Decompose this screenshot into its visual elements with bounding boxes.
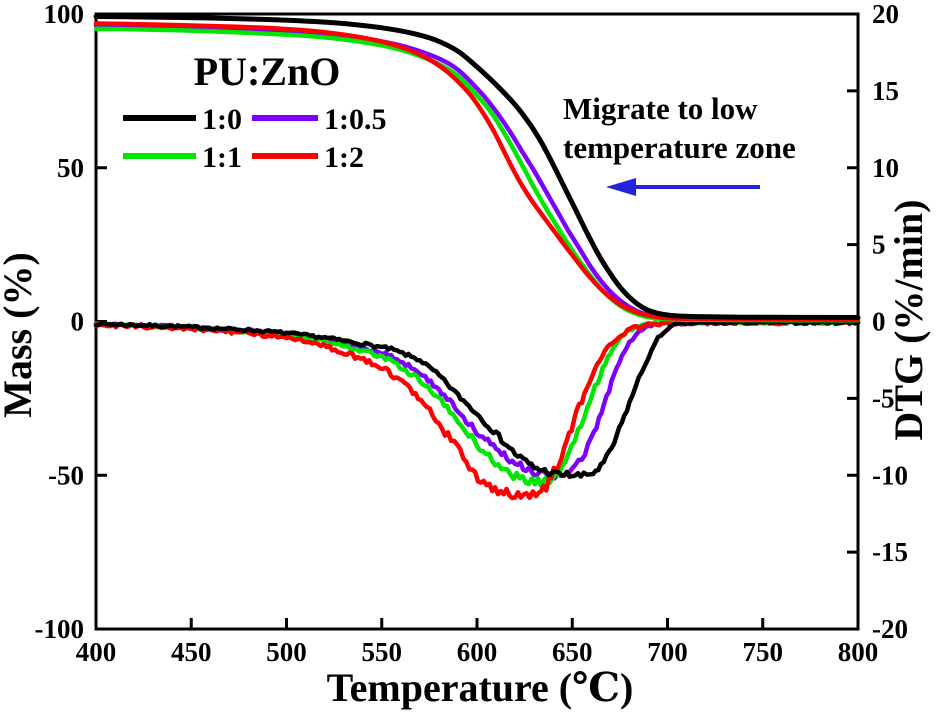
y-left-tick-label: 0 — [71, 307, 85, 337]
x-tick-label: 750 — [743, 637, 784, 667]
x-tick-label: 650 — [552, 637, 593, 667]
y-right-tick-label: -5 — [872, 383, 895, 413]
tg-curve-1:2 — [93, 21, 861, 322]
left-arrow-head-icon — [606, 178, 636, 196]
y-right-tick-label: 20 — [872, 0, 899, 29]
annotation-line-2: temperature zone — [563, 130, 796, 165]
dtg-curve-1:1 — [93, 318, 861, 488]
x-axis-title: Temperature (℃) — [327, 665, 634, 710]
x-tick-label: 600 — [457, 637, 498, 667]
annotation-line-1: Migrate to low — [563, 91, 758, 126]
y-right-tick-label: -10 — [872, 460, 908, 490]
x-tick-label: 800 — [838, 637, 879, 667]
x-tick-label: 450 — [171, 637, 212, 667]
y-right-tick-label: 5 — [872, 230, 886, 260]
legend-label-1-05: 1:0.5 — [324, 103, 387, 136]
y-left-tick-label: 100 — [44, 0, 85, 29]
dtg-curve-1:2 — [93, 318, 861, 501]
legend-label-1-0: 1:0 — [202, 103, 242, 136]
dtg-curve-1:0.5 — [93, 318, 861, 481]
y-left-tick-label: -100 — [35, 614, 85, 644]
legend-label-1-2: 1:2 — [324, 141, 364, 174]
tg-curve-1:0 — [93, 14, 861, 320]
y-right-tick-label: 10 — [872, 153, 899, 183]
y-axis-left-title: Mass (%) — [0, 252, 40, 418]
annotation-migrate: Migrate to low temperature zone — [563, 91, 796, 196]
y-right-tick-label: 0 — [872, 307, 886, 337]
x-tick-label: 400 — [76, 637, 117, 667]
y-right-tick-label: -15 — [872, 537, 908, 567]
dtg-curve-1:0 — [93, 318, 861, 479]
y-right-tick-label: 15 — [872, 76, 899, 106]
y-left-tick-label: -50 — [48, 460, 84, 490]
legend: PU:ZnO 1:0 1:0.5 1:1 1:2 — [123, 49, 387, 174]
legend-title: PU:ZnO — [194, 49, 341, 94]
x-tick-label: 700 — [647, 637, 688, 667]
x-tick-label: 550 — [362, 637, 403, 667]
y-right-tick-label: -20 — [872, 614, 908, 644]
x-tick-label: 500 — [266, 637, 307, 667]
legend-label-1-1: 1:1 — [202, 141, 242, 174]
y-axis-right-title: DTG (%/min) — [886, 199, 931, 440]
y-left-tick-label: 50 — [57, 153, 84, 183]
